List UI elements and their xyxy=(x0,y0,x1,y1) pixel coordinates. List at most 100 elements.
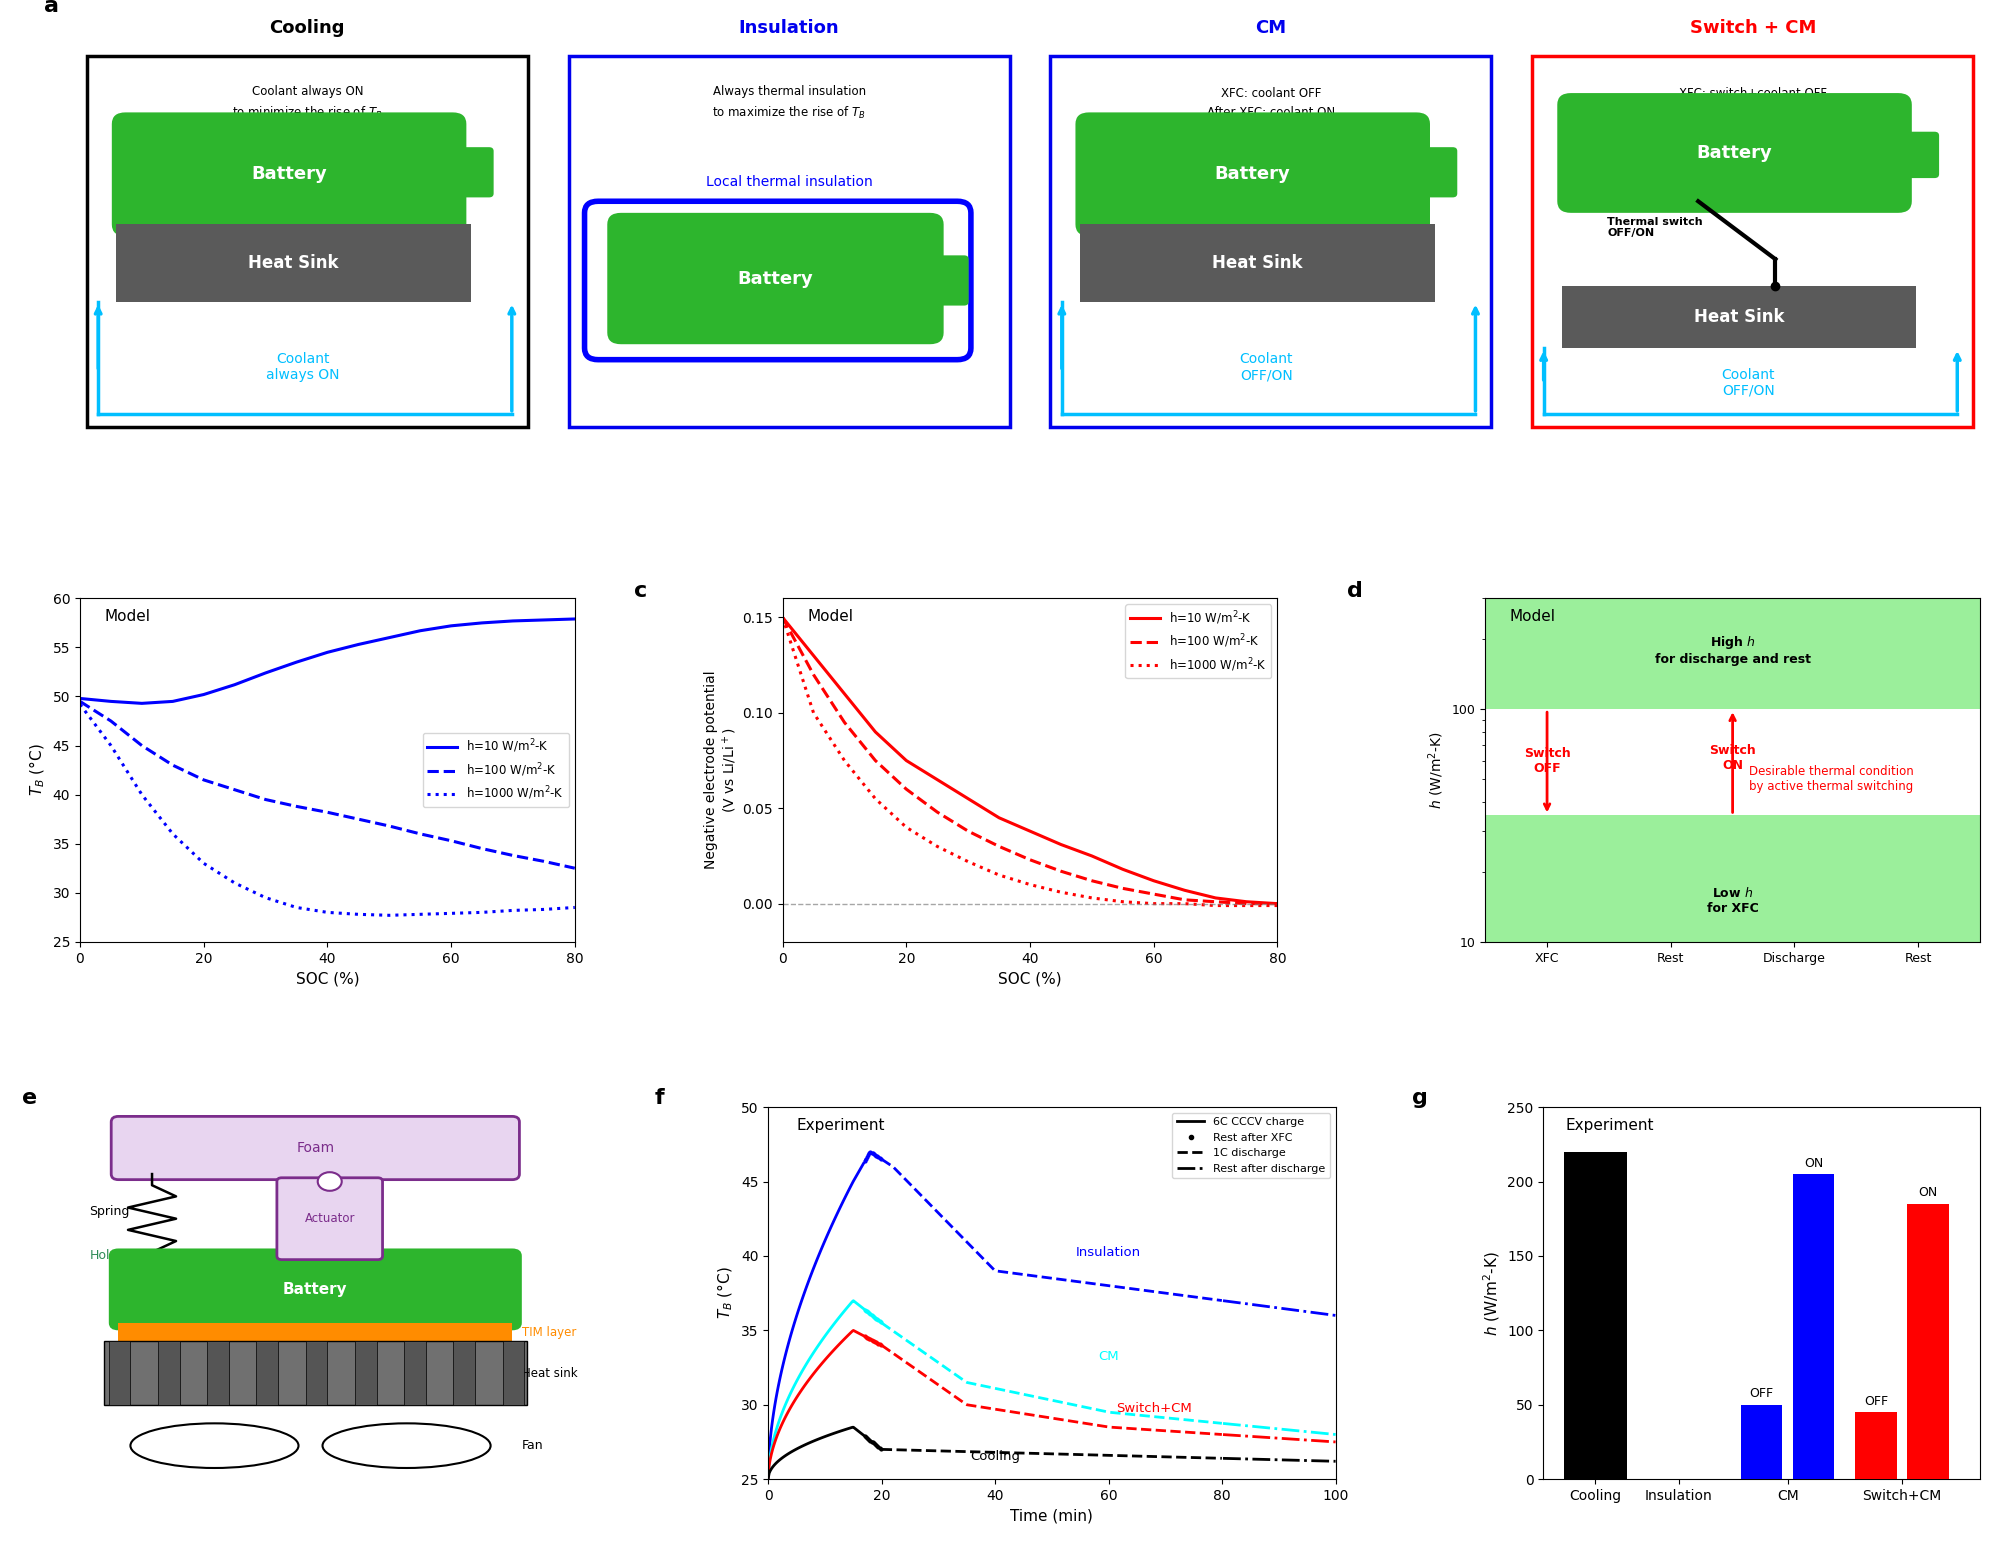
Legend: h=10 W/m$^2$-K, h=100 W/m$^2$-K, h=1000 W/m$^2$-K: h=10 W/m$^2$-K, h=100 W/m$^2$-K, h=1000 … xyxy=(1126,604,1272,679)
h=10 W/m$^2$-K xyxy=(284,652,308,671)
Text: TIM layer: TIM layer xyxy=(522,1325,576,1339)
h=100 W/m$^2$-K xyxy=(1234,894,1258,912)
Text: Battery: Battery xyxy=(1214,165,1290,184)
h=10 W/m$^2$-K xyxy=(160,691,184,710)
h=10 W/m$^2$-K xyxy=(408,621,432,640)
Bar xyxy=(208,1342,228,1404)
Text: Coolant
OFF/ON: Coolant OFF/ON xyxy=(1722,367,1774,399)
h=1000 W/m$^2$-K xyxy=(1266,897,1290,916)
h=10 W/m$^2$-K xyxy=(802,646,826,665)
Text: Heat Sink: Heat Sink xyxy=(1694,308,1784,325)
Text: Coolant always ON
to minimize the rise of $T_B$: Coolant always ON to minimize the rise o… xyxy=(232,84,382,121)
h=10 W/m$^2$-K xyxy=(770,609,794,627)
h=10 W/m$^2$-K xyxy=(68,690,92,708)
h=100 W/m$^2$-K xyxy=(408,825,432,844)
Text: Switch
OFF: Switch OFF xyxy=(1524,747,1570,775)
Text: XFC: coolant OFF
After XFC: coolant ON: XFC: coolant OFF After XFC: coolant ON xyxy=(1206,87,1334,118)
h=1000 W/m$^2$-K xyxy=(160,825,184,844)
h=1000 W/m$^2$-K xyxy=(130,785,154,803)
h=100 W/m$^2$-K xyxy=(192,771,216,789)
h=100 W/m$^2$-K xyxy=(864,750,888,769)
h=1000 W/m$^2$-K xyxy=(532,900,556,919)
h=10 W/m$^2$-K xyxy=(222,676,246,694)
X-axis label: Time (min): Time (min) xyxy=(1010,1509,1094,1523)
FancyBboxPatch shape xyxy=(86,56,528,427)
Text: CM: CM xyxy=(1256,19,1286,37)
Line: h=1000 W/m$^2$-K: h=1000 W/m$^2$-K xyxy=(80,704,574,916)
FancyBboxPatch shape xyxy=(1050,56,1492,427)
h=10 W/m$^2$-K xyxy=(1204,889,1228,908)
h=100 W/m$^2$-K xyxy=(1172,891,1196,909)
h=10 W/m$^2$-K xyxy=(988,808,1012,827)
Text: CM: CM xyxy=(1098,1350,1118,1362)
h=10 W/m$^2$-K xyxy=(532,610,556,629)
Text: Model: Model xyxy=(808,609,854,624)
Bar xyxy=(1564,1152,1626,1479)
h=100 W/m$^2$-K xyxy=(378,817,402,836)
h=100 W/m$^2$-K xyxy=(500,845,524,864)
h=100 W/m$^2$-K xyxy=(160,755,184,774)
h=100 W/m$^2$-K xyxy=(988,838,1012,856)
Bar xyxy=(306,1342,328,1404)
Bar xyxy=(1740,1404,1782,1479)
h=10 W/m$^2$-K xyxy=(440,617,464,635)
h=100 W/m$^2$-K xyxy=(832,713,856,732)
h=10 W/m$^2$-K xyxy=(500,612,524,631)
h=1000 W/m$^2$-K xyxy=(1110,892,1134,911)
Circle shape xyxy=(318,1172,342,1191)
Text: ON: ON xyxy=(1804,1157,1824,1169)
h=10 W/m$^2$-K xyxy=(1080,847,1104,866)
h=100 W/m$^2$-K xyxy=(894,780,918,799)
Bar xyxy=(404,1342,426,1404)
FancyBboxPatch shape xyxy=(1076,112,1430,237)
h=100 W/m$^2$-K xyxy=(802,665,826,684)
Text: a: a xyxy=(44,0,58,17)
Text: Desirable thermal condition
by active thermal switching: Desirable thermal condition by active th… xyxy=(1750,766,1914,793)
h=10 W/m$^2$-K xyxy=(378,629,402,648)
h=100 W/m$^2$-K xyxy=(926,803,950,822)
h=100 W/m$^2$-K xyxy=(1110,880,1134,898)
h=1000 W/m$^2$-K xyxy=(1018,875,1042,894)
h=1000 W/m$^2$-K xyxy=(988,866,1012,884)
h=100 W/m$^2$-K xyxy=(1266,894,1290,912)
Legend: 6C CCCV charge, Rest after XFC, 1C discharge, Rest after discharge: 6C CCCV charge, Rest after XFC, 1C disch… xyxy=(1172,1113,1330,1179)
h=10 W/m$^2$-K xyxy=(254,663,278,682)
h=1000 W/m$^2$-K xyxy=(1234,897,1258,916)
h=1000 W/m$^2$-K xyxy=(408,905,432,923)
h=10 W/m$^2$-K xyxy=(926,771,950,789)
X-axis label: SOC (%): SOC (%) xyxy=(998,972,1062,986)
h=10 W/m$^2$-K xyxy=(316,643,340,662)
Text: Model: Model xyxy=(1510,609,1556,624)
h=10 W/m$^2$-K xyxy=(346,635,370,654)
FancyBboxPatch shape xyxy=(584,201,970,360)
X-axis label: SOC (%): SOC (%) xyxy=(296,972,360,986)
Line: h=10 W/m$^2$-K: h=10 W/m$^2$-K xyxy=(782,618,1278,903)
h=1000 W/m$^2$-K xyxy=(378,906,402,925)
Bar xyxy=(116,224,470,302)
h=1000 W/m$^2$-K xyxy=(1204,897,1228,916)
h=100 W/m$^2$-K xyxy=(562,859,586,878)
Line: h=1000 W/m$^2$-K: h=1000 W/m$^2$-K xyxy=(782,618,1278,906)
h=10 W/m$^2$-K xyxy=(956,789,980,808)
h=1000 W/m$^2$-K xyxy=(284,898,308,917)
Text: Heat Sink: Heat Sink xyxy=(248,254,338,272)
h=100 W/m$^2$-K xyxy=(316,803,340,822)
h=100 W/m$^2$-K xyxy=(440,831,464,850)
h=1000 W/m$^2$-K xyxy=(894,817,918,836)
h=10 W/m$^2$-K xyxy=(98,691,122,710)
Text: d: d xyxy=(1346,581,1362,601)
h=10 W/m$^2$-K xyxy=(470,613,494,632)
Legend: h=10 W/m$^2$-K, h=100 W/m$^2$-K, h=1000 W/m$^2$-K: h=10 W/m$^2$-K, h=100 W/m$^2$-K, h=1000 … xyxy=(422,733,568,807)
h=1000 W/m$^2$-K xyxy=(1142,894,1166,912)
h=100 W/m$^2$-K xyxy=(1018,850,1042,869)
Text: Thermal switch
OFF/ON: Thermal switch OFF/ON xyxy=(1608,216,1702,238)
Text: Battery: Battery xyxy=(1696,143,1772,162)
h=10 W/m$^2$-K xyxy=(1266,894,1290,912)
FancyBboxPatch shape xyxy=(108,1249,522,1330)
h=100 W/m$^2$-K xyxy=(470,839,494,858)
Text: e: e xyxy=(22,1088,38,1109)
Text: Experiment: Experiment xyxy=(1566,1118,1654,1133)
Bar xyxy=(1856,1412,1896,1479)
h=10 W/m$^2$-K xyxy=(1172,881,1196,900)
Bar xyxy=(158,1342,180,1404)
